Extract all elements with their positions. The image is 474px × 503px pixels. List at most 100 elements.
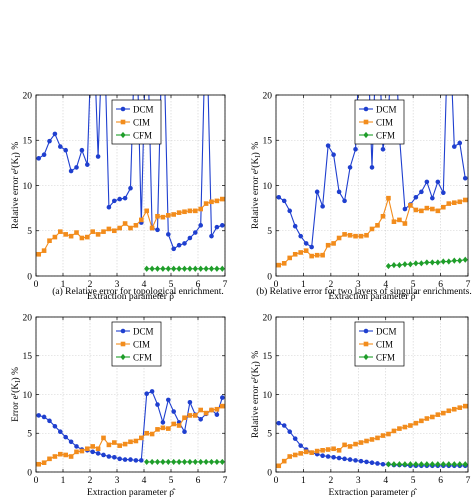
data-point-cim <box>303 248 309 253</box>
data-point-dcm <box>47 138 52 144</box>
data-point-cfm <box>457 461 463 468</box>
data-point-cim <box>182 415 187 421</box>
legend-label-cim: CIM <box>376 339 393 349</box>
x-tick-label: 2 <box>328 476 333 486</box>
data-point-dcm <box>451 144 457 149</box>
data-point-cim <box>149 431 155 437</box>
data-point-dcm <box>336 189 342 195</box>
data-point-dcm <box>52 131 58 137</box>
x-tick-label: 2 <box>88 476 93 486</box>
x-tick-label: 1 <box>61 280 66 290</box>
data-point-dcm <box>413 194 419 200</box>
data-point-cim <box>287 255 293 261</box>
data-point-cim <box>320 448 325 453</box>
legend-marker-dcm <box>363 328 369 334</box>
data-point-dcm <box>58 429 63 435</box>
caption-b: (b) Relative error for two layers of sin… <box>256 286 472 297</box>
data-point-cim <box>358 440 364 445</box>
data-point-dcm <box>122 195 128 201</box>
data-point-dcm <box>187 399 193 405</box>
x-axis-label: Extraction parameter ρ̂ <box>328 487 417 498</box>
data-point-cim <box>309 253 314 259</box>
data-point-cim <box>63 232 68 237</box>
data-point-dcm <box>359 2 364 7</box>
data-point-dcm <box>325 143 331 148</box>
data-point-cim <box>292 251 298 257</box>
x-tick-label: 0 <box>34 280 39 290</box>
data-point-cim <box>214 406 220 412</box>
data-point-dcm <box>364 2 369 7</box>
data-point-cim <box>144 208 149 214</box>
data-point-dcm <box>209 233 214 239</box>
data-point-cfm <box>413 260 419 267</box>
data-point-cim <box>220 403 225 409</box>
data-point-cim <box>133 223 139 228</box>
data-point-cfm <box>424 461 430 468</box>
data-point-cim <box>462 197 468 203</box>
data-point-cim <box>79 235 85 241</box>
data-point-cim <box>214 198 220 204</box>
data-point-cim <box>79 448 85 454</box>
legend-marker-cim <box>120 119 126 125</box>
data-point-dcm <box>106 454 112 459</box>
data-point-cim <box>419 208 424 214</box>
legend: DCM CIM CFM <box>111 321 162 367</box>
data-point-cim <box>424 205 430 211</box>
data-point-dcm <box>331 454 336 460</box>
y-tick-label: 15 <box>263 352 273 362</box>
data-point-cfm <box>429 259 435 266</box>
data-point-cfm <box>418 260 424 267</box>
x-tick-label: 6 <box>438 476 443 486</box>
data-point-dcm <box>424 179 430 185</box>
data-point-cim <box>347 232 353 238</box>
data-point-cfm <box>154 458 161 466</box>
data-point-dcm <box>298 443 303 448</box>
series-group <box>276 2 468 270</box>
data-point-cim <box>171 421 176 427</box>
y-tick-label: 5 <box>27 430 32 440</box>
legend-marker-cim <box>363 341 369 347</box>
data-point-dcm <box>139 458 144 463</box>
data-point-dcm <box>462 175 468 181</box>
y-tick-label: 0 <box>267 468 272 478</box>
x-tick-label: 2 <box>88 280 93 290</box>
y-tick-label: 20 <box>263 91 273 101</box>
data-point-cim <box>435 412 441 417</box>
data-point-cfm <box>435 259 441 266</box>
data-point-cim <box>176 210 182 215</box>
x-tick-label: 5 <box>169 476 174 486</box>
legend: DCM CIM CFM <box>111 99 162 145</box>
data-point-dcm <box>303 241 309 246</box>
data-point-dcm <box>101 452 106 458</box>
data-point-dcm <box>122 457 128 462</box>
data-point-cim <box>58 229 63 234</box>
data-point-dcm <box>106 204 112 210</box>
data-point-dcm <box>95 154 101 159</box>
data-point-cim <box>209 407 214 413</box>
data-point-cfm <box>440 258 446 265</box>
data-point-cim <box>133 438 139 444</box>
data-point-cfm <box>214 458 220 466</box>
data-point-dcm <box>90 449 95 455</box>
data-point-cim <box>74 449 79 455</box>
data-point-cfm <box>154 265 161 272</box>
data-point-dcm <box>90 2 95 7</box>
data-point-dcm <box>435 179 441 185</box>
x-tick-label: 1 <box>301 280 306 290</box>
data-point-dcm <box>101 2 106 7</box>
data-point-cfm <box>203 458 209 466</box>
data-point-cfm <box>418 461 424 468</box>
series-line-dcm <box>278 422 466 467</box>
data-point-cim <box>112 440 117 445</box>
legend-label-cim: CIM <box>133 339 150 349</box>
x-axis-label: Extraction parameter ρ̂ <box>87 487 176 498</box>
x-tick-label: 3 <box>356 280 361 290</box>
data-point-dcm <box>144 2 149 7</box>
y-tick-label: 15 <box>23 352 33 362</box>
y-tick-label: 0 <box>27 468 32 478</box>
data-point-cim <box>193 208 198 214</box>
chart-panel-3: 0 1 2 3 4 5 6 7 0 5 10 15 20 Extraction parameter ρ̂ E… <box>9 313 228 498</box>
data-point-dcm <box>133 458 139 463</box>
y-tick-label: 10 <box>23 391 33 401</box>
data-point-dcm <box>63 434 68 440</box>
